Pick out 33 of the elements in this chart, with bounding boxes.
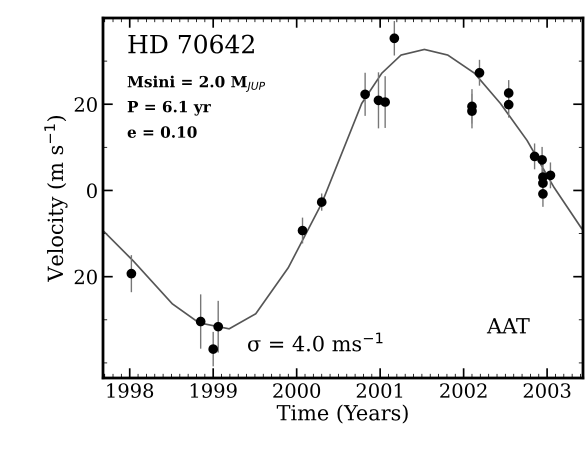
point [213,322,224,332]
annotation: σ = 4.0 ms$^{−1}$ [248,332,382,352]
annotation: e = 0.10 [128,126,197,138]
x-tick-label: 1999 [190,383,237,398]
annotation: AAT [486,318,530,334]
point [538,189,548,199]
point [546,170,556,180]
y-tick-label: 20 [74,97,97,112]
point [208,344,218,354]
point [196,316,206,326]
x-tick-label: 2000 [273,383,320,398]
point [474,68,484,78]
x-tick-label: 2003 [524,383,570,398]
point [504,88,514,98]
point [298,226,308,236]
point [380,97,390,107]
point [316,197,327,207]
point [504,100,514,110]
annotation: Msini = 2.0 M$_{JUP}$ [128,76,266,92]
point [537,154,547,165]
y-tick-label: 20 [74,270,97,284]
point [530,152,540,162]
point [360,89,370,100]
y-axis-title: Velocity (m s$^{−1}$) [44,116,68,282]
x-axis-title: Time (Years) [276,404,408,424]
x-tick-label: 1998 [107,383,154,398]
annotation: HD 70642 [128,34,254,54]
annotation: P = 6.1 yr [128,100,211,116]
y-tick-label: 0 [87,183,97,198]
point [126,268,136,279]
x-tick-label: 2002 [440,383,486,398]
x-tick-label: 2001 [356,383,402,398]
point [389,33,400,44]
